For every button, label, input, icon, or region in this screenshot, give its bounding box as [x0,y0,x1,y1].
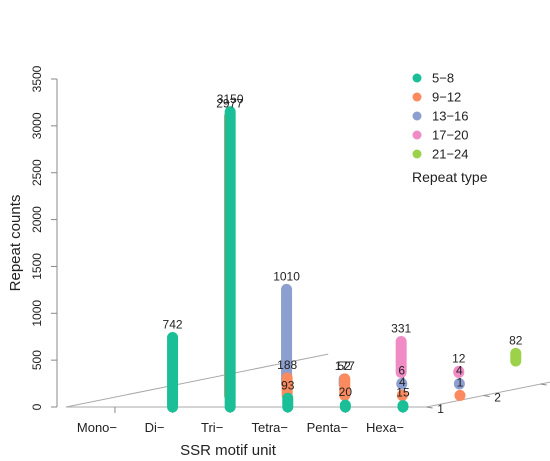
y-tick-label: 500 [30,350,44,370]
x-tick-label: Hexa− [366,420,404,435]
legend-label: 13−16 [432,109,469,124]
depth-tick-label: 1 [437,402,444,416]
y-tick-label: 0 [30,403,44,410]
legend-label: 5−8 [432,71,454,86]
axes: 0 500 1000 1500 2000 2500 3000 3500 Repeat count… [7,65,550,459]
value-label: 742 [163,317,183,331]
legend: 5−8 9−12 13−16 17−20 21−24 Repeat type [412,71,488,186]
y-tick-label: 2500 [30,159,44,186]
value-label: 2977 [216,97,243,111]
value-label: 15 [396,386,410,400]
x-tick-label: Tetra− [252,420,289,435]
legend-swatch [412,111,422,121]
value-label: 52 [337,359,351,373]
depth-tick-label: 2 [494,391,501,405]
value-label: 331 [391,321,411,335]
value-label: 6 [398,363,405,377]
x-axis-title: SSR motif unit [180,442,277,459]
value-label: 4 [399,375,406,389]
value-label: 82 [509,333,523,347]
x-tick-label: Tri− [201,420,223,435]
y-axis-title: Repeat counts [7,195,24,292]
depth-tick [540,383,547,386]
x-tick-label: Di− [145,420,165,435]
value-label: 4 [456,364,463,378]
value-label: 188 [277,358,297,372]
value-label: 1 [457,375,464,389]
bars [167,106,522,413]
legend-title: Repeat type [412,169,488,185]
y-tick-label: 3000 [30,112,44,139]
legend-swatch [412,73,422,83]
legend-swatch [412,130,422,140]
y-tick-label: 1000 [30,300,44,327]
floor-outline [65,353,550,408]
legend-label: 9−12 [432,90,461,105]
legend-label: 21−24 [432,147,469,162]
value-label: 93 [281,378,295,392]
legend-swatch [412,92,422,102]
value-label: 3150 [217,92,244,106]
x-tick-label: Penta− [307,420,349,435]
value-label: 12 [452,351,466,365]
value-label: 20 [339,385,353,399]
y-tick-label: 2000 [30,206,44,233]
value-label: 1010 [273,269,300,283]
value-label: 177 [335,359,355,373]
x-tick-label: Mono− [77,420,117,435]
depth-tick [483,395,490,397]
value-labels: 8233311210105264297718817741742315093201… [163,92,523,400]
y-tick-label: 3500 [30,65,44,92]
depth-tick [426,406,433,409]
legend-swatch [412,149,422,159]
legend-label: 17−20 [432,128,469,143]
y-tick-label: 1500 [30,253,44,280]
